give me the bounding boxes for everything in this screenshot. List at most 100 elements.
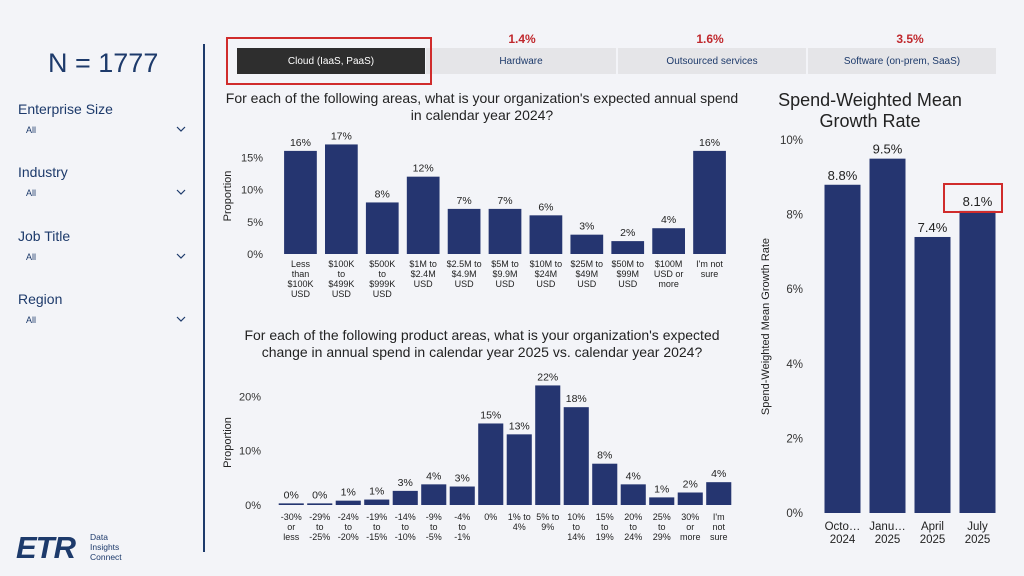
bar: [478, 423, 504, 505]
data-label: 0%: [312, 489, 327, 501]
annual-spend-chart: Proportion 0% 5% 10% 15% 16% Less than $100K USD 1…: [222, 130, 726, 299]
bar: [529, 215, 563, 254]
filter-dropdown[interactable]: All: [18, 315, 188, 329]
x-tick-label: Janu… 2025: [869, 521, 905, 546]
bar: [364, 499, 390, 505]
x-tick-label: $500K to $999K USD: [369, 259, 395, 299]
tab-outsourced-services[interactable]: Outsourced services: [618, 48, 806, 74]
bar: [447, 208, 481, 254]
bar: [563, 407, 589, 505]
data-label: 3%: [579, 221, 594, 233]
data-label: 8%: [597, 450, 612, 462]
growth-rate-chart: Spend-Weighted Mean Growth Rate 0% 2% 4% 6% 8…: [760, 135, 996, 546]
y-axis-title: Proportion: [222, 171, 234, 222]
selected-tab-highlight: [226, 37, 432, 85]
filter-label: Industry: [18, 164, 68, 180]
bar: [392, 490, 418, 505]
filter-dropdown[interactable]: All: [18, 252, 188, 266]
data-label: 16%: [290, 137, 311, 149]
filter-dropdown[interactable]: All: [18, 188, 188, 202]
data-label: 12%: [413, 163, 434, 175]
bar: [307, 503, 333, 505]
y-tick-label: 10%: [241, 185, 263, 197]
x-tick-label: 0%: [484, 512, 497, 522]
data-label: 9.5%: [873, 142, 903, 157]
data-label: 3%: [398, 477, 413, 489]
latest-value-highlight: [943, 183, 1003, 213]
x-tick-label: $25M to $49M USD: [571, 259, 604, 289]
x-tick-label: -9% to -5%: [426, 512, 442, 542]
x-tick-label: 15% to 19%: [596, 512, 614, 542]
x-tick-label: $100K to $499K USD: [328, 259, 354, 299]
chart1-question: For each of the following areas, what is…: [225, 90, 739, 123]
bar: [677, 492, 703, 505]
filter-region[interactable]: Region All: [18, 291, 188, 329]
filter-label: Region: [18, 291, 63, 307]
x-tick-label: -30% or less: [281, 512, 302, 542]
x-tick-label: 30% or more: [680, 512, 701, 542]
sample-size: N = 1777: [48, 48, 159, 78]
chevron-down-icon[interactable]: [176, 251, 186, 261]
bar: [592, 463, 618, 505]
x-tick-label: 5% to 9%: [536, 512, 559, 532]
bar: [535, 385, 561, 505]
y-tick-label: 6%: [786, 284, 803, 296]
chart2-question: For each of the following product areas,…: [244, 327, 720, 360]
y-axis-title: Proportion: [222, 417, 234, 468]
bar: [449, 486, 475, 505]
data-label: 8.8%: [828, 168, 858, 183]
data-label: 4%: [711, 468, 726, 480]
chevron-down-icon[interactable]: [176, 314, 186, 324]
data-label: 4%: [626, 470, 641, 482]
bar: [620, 484, 646, 505]
bar: [365, 202, 399, 254]
bar: [824, 184, 861, 513]
tab-software[interactable]: Software (on-prem, SaaS): [808, 48, 996, 74]
data-label: 1%: [369, 486, 384, 498]
y-tick-label: 20%: [239, 391, 261, 403]
bar: [706, 482, 732, 505]
bar: [278, 503, 304, 505]
x-tick-label: -4% to -1%: [454, 512, 470, 542]
spend-change-chart: Proportion 0% 10% 20% 0% -30% or less 0% -29% to -2…: [222, 371, 732, 542]
bar: [652, 228, 685, 254]
chevron-down-icon[interactable]: [176, 187, 186, 197]
filter-industry[interactable]: Industry All: [18, 164, 188, 202]
bar: [570, 234, 604, 254]
bar: [869, 158, 906, 513]
x-tick-label: -19% to -15%: [366, 512, 387, 542]
filter-label: Enterprise Size: [18, 101, 113, 117]
x-tick-label: $2.5M to $4.9M USD: [447, 259, 482, 289]
x-tick-label: $1M to $2.4M USD: [409, 259, 437, 289]
bar: [406, 176, 440, 254]
x-tick-label: -24% to -20%: [338, 512, 359, 542]
chevron-down-icon[interactable]: [176, 124, 186, 134]
y-tick-label: 0%: [245, 500, 261, 512]
data-label: 17%: [331, 130, 352, 142]
panel-divider: [203, 44, 205, 552]
bar: [488, 208, 522, 254]
filter-job-title[interactable]: Job Title All: [18, 228, 188, 266]
filter-enterprise-size[interactable]: Enterprise Size All: [18, 101, 188, 139]
etr-logo: ETR: [16, 530, 78, 564]
x-tick-label: $5M to $9.9M USD: [491, 259, 519, 289]
x-tick-label: I'm not sure: [696, 259, 723, 279]
bar: [335, 500, 361, 505]
tab-hardware[interactable]: Hardware: [426, 48, 616, 74]
tab-cloud[interactable]: Cloud (IaaS, PaaS): [237, 48, 425, 74]
data-label: 7%: [456, 195, 471, 207]
y-tick-label: 10%: [780, 135, 803, 147]
data-label: 8%: [375, 188, 390, 200]
data-label: 13%: [509, 420, 530, 432]
logo-tagline: Data Insights Connect: [90, 532, 122, 562]
data-label: 8.1%: [963, 194, 993, 209]
growth-chart-title: Spend-Weighted Mean Growth Rate: [778, 90, 962, 131]
y-tick-label: 0%: [247, 249, 263, 261]
data-label: 4%: [426, 470, 441, 482]
filter-dropdown[interactable]: All: [18, 125, 188, 139]
y-tick-label: 4%: [786, 359, 803, 371]
y-axis-title: Spend-Weighted Mean Growth Rate: [760, 238, 772, 415]
data-label: 1%: [654, 483, 669, 495]
bar: [693, 150, 726, 254]
svg-text:ETR: ETR: [16, 530, 77, 564]
